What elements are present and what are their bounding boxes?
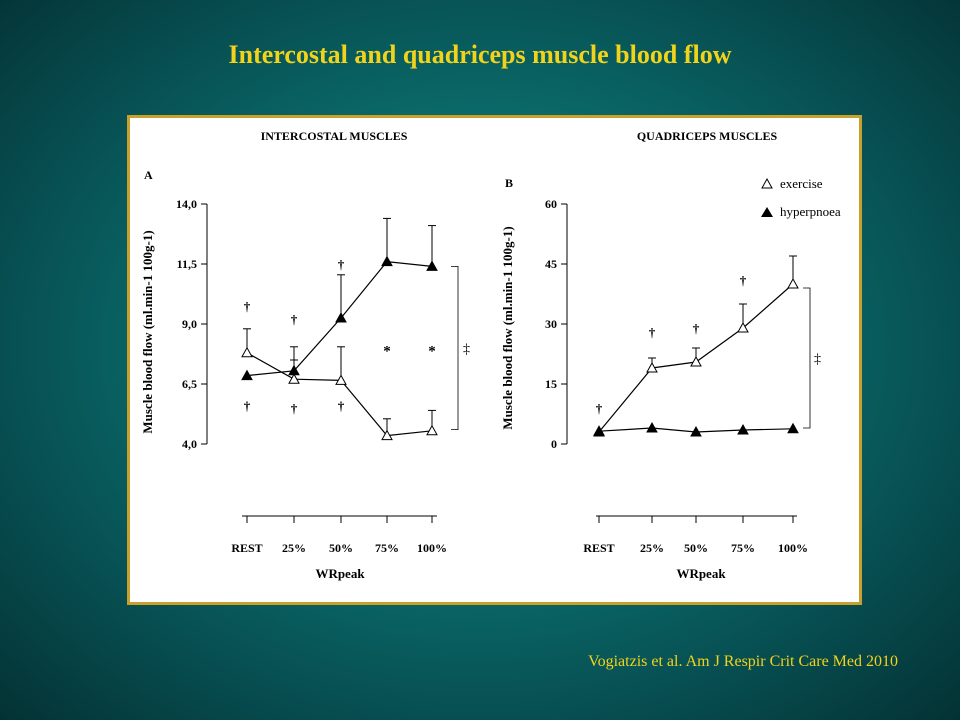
chart-b-annotation: † — [693, 321, 700, 336]
chart-a-annotation: † — [244, 299, 251, 314]
chart-a-hyperpnoea-point — [288, 364, 300, 376]
chart-b-y-tick-label: 0 — [551, 437, 557, 451]
chart-b-hyperpnoea-point — [690, 425, 702, 437]
chart-b-x-tick-label: 50% — [684, 541, 708, 555]
slide-title: Intercostal and quadriceps muscle blood … — [228, 40, 732, 69]
chart-b-exercise-point — [737, 321, 749, 333]
chart-a-bracket — [451, 265, 459, 431]
chart-b-y-tick-label: 30 — [545, 317, 557, 331]
legend-hyperpnoea-label: hyperpnoea — [780, 204, 841, 219]
chart-a-annotation: † — [338, 257, 345, 272]
chart-a-plot: 4,0 6,5 9,0 11,5 14,0 REST 25% 50% 75% 100% † † † † † †… — [176, 197, 470, 555]
chart-b-plot: 0 15 30 45 60 REST 25% 50% 75% 100% † † † † ‡ — [545, 197, 821, 555]
chart-b-x-tick-label: 25% — [640, 541, 664, 555]
chart-a-hyperpnoea-point — [335, 311, 347, 323]
chart-a-hyperpnoea-point — [241, 369, 253, 381]
chart-b-x-tick-label: 100% — [778, 541, 808, 555]
chart-b-annotation: † — [649, 325, 656, 340]
chart-b-hyperpnoea-point — [737, 423, 749, 435]
chart-a-ylabel: Muscle blood flow (ml.min-1 100g-1) — [140, 230, 155, 433]
chart-b-bracket-label: ‡ — [814, 352, 821, 367]
chart-a-x-tick-label: 50% — [329, 541, 353, 555]
chart-b-y-tick-label: 60 — [545, 197, 557, 211]
chart-b-ylabel: Muscle blood flow (ml.min-1 100g-1) — [500, 226, 515, 429]
chart-b-exercise-point — [646, 361, 658, 373]
chart-b-x-tick-label: REST — [583, 541, 614, 555]
chart-b-annotation: † — [740, 273, 747, 288]
chart-a-exercise-point — [381, 429, 393, 441]
chart-b-exercise-point — [787, 277, 799, 289]
chart-b-y-tick-label: 45 — [545, 257, 557, 271]
chart-a-hyperpnoea-point — [426, 260, 438, 271]
chart-a-annotation: * — [383, 343, 391, 359]
chart-a-x-tick-label: 100% — [417, 541, 447, 555]
chart-b-exercise-point — [690, 355, 702, 367]
chart-a-y-tick-label: 4,0 — [182, 437, 197, 451]
chart-a-annotation: † — [244, 399, 251, 414]
figure-svg: INTERCOSTAL MUSCLES A Muscle blood flow … — [140, 129, 841, 581]
chart-a-exercise-line — [246, 352, 433, 437]
chart-b-panel-letter: B — [505, 176, 513, 190]
chart-a-x-tick-label: 75% — [375, 541, 399, 555]
chart-a-exercise-point — [288, 373, 300, 384]
chart-a-hyperpnoea-point — [381, 255, 393, 267]
chart-a-annotation: † — [338, 399, 345, 414]
chart-a-exercise-point — [241, 346, 253, 358]
chart-a-y-tick-label: 11,5 — [177, 257, 197, 271]
chart-b-hyperpnoea-point — [787, 422, 799, 434]
chart-a-annotation: † — [291, 312, 298, 327]
chart-a-exercise-point — [335, 374, 347, 385]
chart-a-exercise-point — [426, 424, 438, 436]
chart-a-bracket-label: ‡ — [463, 342, 470, 357]
chart-a-y-tick-label: 14,0 — [176, 197, 197, 211]
chart-b-bracket — [803, 287, 811, 429]
chart-a-x-tick-label: REST — [231, 541, 262, 555]
chart-b-hyperpnoea-point — [646, 421, 658, 433]
chart-b-annotation: † — [596, 401, 603, 416]
chart-a-panel-letter: A — [144, 168, 153, 182]
chart-a-y-tick-label: 9,0 — [182, 317, 197, 331]
legend-exercise-label: exercise — [780, 176, 823, 191]
legend-hyperpnoea-marker — [761, 207, 773, 217]
chart-a-annotation: * — [428, 343, 436, 359]
chart-a-annotation: † — [291, 401, 298, 416]
chart-b-xlabel: WRpeak — [676, 566, 726, 581]
chart-b-x-tick-label: 75% — [731, 541, 755, 555]
chart-a-x-tick-label: 25% — [282, 541, 306, 555]
chart-a-y-tick-label: 6,5 — [182, 377, 197, 391]
chart-b-hyperpnoea-point — [593, 425, 605, 436]
chart-a-xlabel: WRpeak — [315, 566, 365, 581]
legend-exercise-marker — [761, 177, 773, 189]
citation: Vogiatzis et al. Am J Respir Crit Care M… — [588, 653, 898, 670]
chart-a-title: INTERCOSTAL MUSCLES — [261, 129, 408, 143]
chart-b-title: QUADRICEPS MUSCLES — [637, 129, 778, 143]
chart-b-y-tick-label: 15 — [545, 377, 557, 391]
figure-panel: INTERCOSTAL MUSCLES A Muscle blood flow … — [127, 115, 862, 605]
